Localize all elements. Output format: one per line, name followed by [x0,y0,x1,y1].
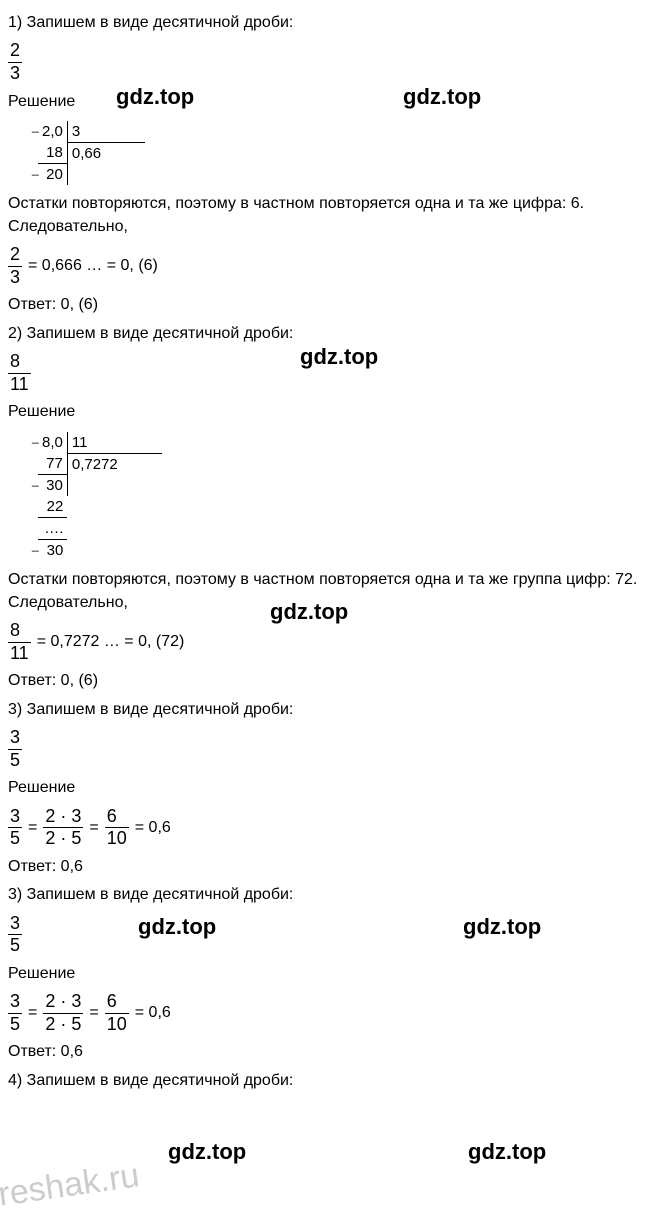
numerator: 8 [8,351,31,373]
solution-label: Решение [8,401,642,423]
equals: = [89,1002,98,1024]
equation: 35 = 2 · 32 · 5 = 610 = 0,6 [8,991,642,1035]
denominator: 10 [105,827,129,850]
solution-label: Решение [8,963,642,985]
long-division: 8,0 11 77 0,7272 30 22 … [38,432,642,562]
problem-title: 2) Запишем в виде десятичной дроби: [8,323,642,345]
fraction: 8 11 [8,620,31,664]
explanation: Остатки повторяются, поэтому в частном п… [8,193,642,238]
denominator: 10 [105,1013,129,1036]
equation-rhs: = 0,6 [135,1002,171,1024]
div-cell: 20 [38,164,67,186]
div-cell: 8,0 [38,432,67,454]
numerator: 3 [8,727,22,749]
denominator: 11 [8,642,31,665]
problem-4: 4) Запишем в виде десятичной дроби: [8,1070,642,1092]
div-cell: 22 [38,496,67,518]
fraction: 2 3 [8,40,22,84]
answer: Ответ: 0,6 [8,856,642,878]
denominator: 5 [8,1013,22,1036]
equation-rhs: = 0,666 … = 0, (6) [28,255,158,277]
div-cell: 3 [67,121,105,143]
problem-title: 1) Запишем в виде десятичной дроби: [8,12,642,34]
fraction: 3 5 [8,727,22,771]
answer: Ответ: 0, (6) [8,294,642,316]
answer: Ответ: 0, (6) [8,670,642,692]
div-cell: …. [38,518,67,540]
denominator: 2 · 5 [43,1013,83,1036]
numerator: 3 [8,913,22,935]
div-cell: 77 [38,453,67,475]
equals: = [89,817,98,839]
denominator: 3 [8,62,22,85]
denominator: 5 [8,934,22,957]
numerator: 3 [8,991,22,1013]
watermark: gdz.top [468,1137,546,1168]
numerator: 2 · 3 [43,991,83,1013]
denominator: 5 [8,827,22,850]
problem-3-dup: 3) Запишем в виде десятичной дроби: 3 5 … [8,884,642,1064]
watermark-light: reshak.ru [0,1152,142,1219]
equals: = [28,817,37,839]
watermark: gdz.top [168,1137,246,1168]
equation: 8 11 = 0,7272 … = 0, (72) [8,620,642,664]
long-division: 2,0 3 18 0,66 20 [38,121,642,186]
solution-label: Решение [8,777,642,799]
problem-title: 3) Запишем в виде десятичной дроби: [8,884,642,906]
denominator: 3 [8,266,22,289]
document-root: gdz.top gdz.top gdz.top gdz.top gdz.top … [8,12,642,1092]
numerator: 6 [105,991,129,1013]
problem-title: 4) Запишем в виде десятичной дроби: [8,1070,642,1092]
fraction: 2 3 [8,244,22,288]
problem-2: 2) Запишем в виде десятичной дроби: 8 11… [8,323,642,693]
equation: 2 3 = 0,666 … = 0, (6) [8,244,642,288]
numerator: 3 [8,806,22,828]
problem-1: 1) Запишем в виде десятичной дроби: 2 3 … [8,12,642,317]
answer: Ответ: 0,6 [8,1041,642,1063]
div-cell: 2,0 [38,121,67,143]
div-cell: 30 [38,475,67,497]
solution-label: Решение [8,91,642,113]
div-cell: 30 [38,540,67,562]
explanation: Остатки повторяются, поэтому в частном п… [8,569,642,614]
div-cell: 18 [38,142,67,164]
denominator: 11 [8,373,31,396]
equals: = [28,1002,37,1024]
equation: 35 = 2 · 32 · 5 = 610 = 0,6 [8,806,642,850]
numerator: 8 [8,620,31,642]
numerator: 2 [8,40,22,62]
div-cell: 0,66 [67,142,105,164]
fraction: 3 5 [8,913,22,957]
div-cell: 11 [67,432,121,454]
numerator: 6 [105,806,129,828]
numerator: 2 [8,244,22,266]
div-cell: 0,7272 [67,453,121,475]
problem-3: 3) Запишем в виде десятичной дроби: 3 5 … [8,699,642,879]
fraction: 8 11 [8,351,31,395]
denominator: 5 [8,749,22,772]
denominator: 2 · 5 [43,827,83,850]
equation-rhs: = 0,7272 … = 0, (72) [37,631,185,653]
problem-title: 3) Запишем в виде десятичной дроби: [8,699,642,721]
numerator: 2 · 3 [43,806,83,828]
equation-rhs: = 0,6 [135,817,171,839]
